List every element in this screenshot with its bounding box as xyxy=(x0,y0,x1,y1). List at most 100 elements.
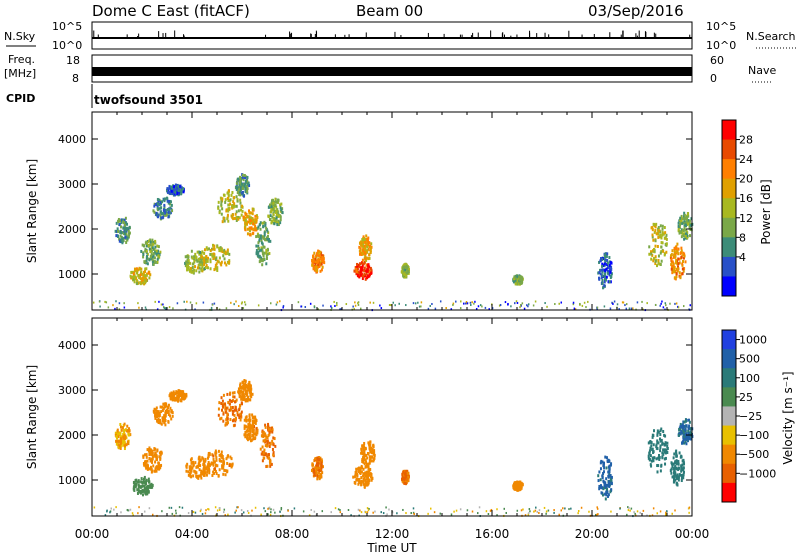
scatter-cell xyxy=(360,243,363,247)
scatter-cell xyxy=(222,254,225,258)
scatter-cell xyxy=(657,226,660,230)
scatter-cell xyxy=(151,246,154,250)
scatter-cell xyxy=(122,237,125,241)
ground-scatter-cell xyxy=(390,304,392,307)
scatter-cell xyxy=(154,241,157,245)
scatter-cell xyxy=(179,399,182,403)
scatter-cell xyxy=(231,462,234,466)
ground-scatter-cell xyxy=(368,507,370,510)
scatter-cell xyxy=(227,400,230,404)
scatter-cell xyxy=(226,415,229,419)
scatter-cell xyxy=(520,281,523,285)
colorbar-tick-label: 12 xyxy=(739,212,753,225)
scatter-cell xyxy=(246,386,249,390)
scatter-cell xyxy=(148,453,151,457)
ground-scatter-cell xyxy=(293,507,296,510)
scatter-cell xyxy=(192,262,195,266)
ground-scatter-cell xyxy=(297,301,300,304)
scatter-cell xyxy=(157,249,160,253)
ground-scatter-cell xyxy=(474,300,476,303)
scatter-cell xyxy=(311,263,314,267)
scatter-cell xyxy=(682,256,685,260)
scatter-cell xyxy=(207,460,210,464)
scatter-cell xyxy=(221,403,224,407)
scatter-cell xyxy=(150,257,153,261)
ground-scatter-cell xyxy=(162,306,165,309)
x-tick-label: 12:00 xyxy=(375,527,410,541)
scatter-cell xyxy=(172,393,175,397)
scatter-cell xyxy=(225,408,228,412)
scatter-cell xyxy=(151,485,154,489)
scatter-cell xyxy=(214,258,217,262)
scatter-cell xyxy=(600,264,603,268)
scatter-cell xyxy=(361,244,364,248)
ground-scatter-cell xyxy=(388,508,390,511)
scatter-cell xyxy=(369,468,372,472)
scatter-cell xyxy=(147,487,150,491)
scatter-cell xyxy=(212,463,215,467)
ground-scatter-cell xyxy=(612,302,614,305)
scatter-cell xyxy=(316,456,319,460)
scatter-cell xyxy=(238,415,241,419)
scatter-cell xyxy=(361,262,364,266)
scatter-cell xyxy=(136,282,139,286)
ground-scatter-cell xyxy=(414,302,417,305)
scatter-cell xyxy=(605,456,608,460)
scatter-cell xyxy=(168,199,171,203)
ground-scatter-cell xyxy=(503,507,506,510)
scatter-cell xyxy=(369,246,372,250)
scatter-cell xyxy=(241,397,244,401)
scatter-cell xyxy=(311,462,314,466)
scatter-cell xyxy=(138,266,141,270)
ground-scatter-cell xyxy=(522,508,524,511)
scatter-cell xyxy=(126,236,129,240)
ground-scatter-cell xyxy=(270,511,272,514)
scatter-cell xyxy=(238,181,241,185)
ground-scatter-cell xyxy=(386,513,388,516)
scatter-cell xyxy=(266,464,269,468)
scatter-cell xyxy=(602,470,605,474)
scatter-cell xyxy=(146,491,149,495)
scatter-cell xyxy=(144,249,147,253)
scatter-cell xyxy=(662,249,665,253)
scatter-cell xyxy=(682,217,685,221)
scatter-cell xyxy=(604,270,607,274)
scatter-cell xyxy=(661,233,664,237)
scatter-cell xyxy=(163,199,166,203)
scatter-cell xyxy=(603,253,606,257)
scatter-cell xyxy=(607,494,610,498)
colorbar-tick-label: −25 xyxy=(739,410,762,423)
scatter-cell xyxy=(150,247,153,251)
ground-scatter-cell xyxy=(202,301,205,304)
scatter-cell xyxy=(685,220,688,224)
scatter-cell xyxy=(183,395,186,399)
scatter-cell xyxy=(656,244,659,248)
scatter-cell xyxy=(206,256,209,260)
scatter-cell xyxy=(244,383,247,387)
scatter-cell xyxy=(359,471,362,475)
scatter-cell xyxy=(259,447,262,451)
scatter-cell xyxy=(166,190,169,194)
scatter-cell xyxy=(246,433,249,437)
scatter-cell xyxy=(144,267,147,271)
ground-scatter-cell xyxy=(439,300,442,303)
colorbar-segment xyxy=(722,368,736,388)
ground-scatter-cell xyxy=(321,510,324,513)
scatter-cell xyxy=(354,470,357,474)
scatter-cell xyxy=(518,487,521,491)
scatter-cell xyxy=(660,464,663,468)
scatter-cell xyxy=(601,270,604,274)
scatter-cell xyxy=(366,245,369,249)
ground-scatter-cell xyxy=(354,301,356,304)
scatter-cell xyxy=(608,467,611,471)
x-tick-label: 08:00 xyxy=(275,527,310,541)
scatter-cell xyxy=(681,459,684,463)
scatter-cell xyxy=(142,255,145,259)
y-tick-label: 2000 xyxy=(58,223,86,236)
scatter-cell xyxy=(115,439,118,443)
scatter-cell xyxy=(265,256,268,260)
scatter-cell xyxy=(237,209,240,213)
scatter-cell xyxy=(196,250,199,254)
scatter-cell xyxy=(158,253,161,257)
scatter-cell xyxy=(163,203,166,207)
